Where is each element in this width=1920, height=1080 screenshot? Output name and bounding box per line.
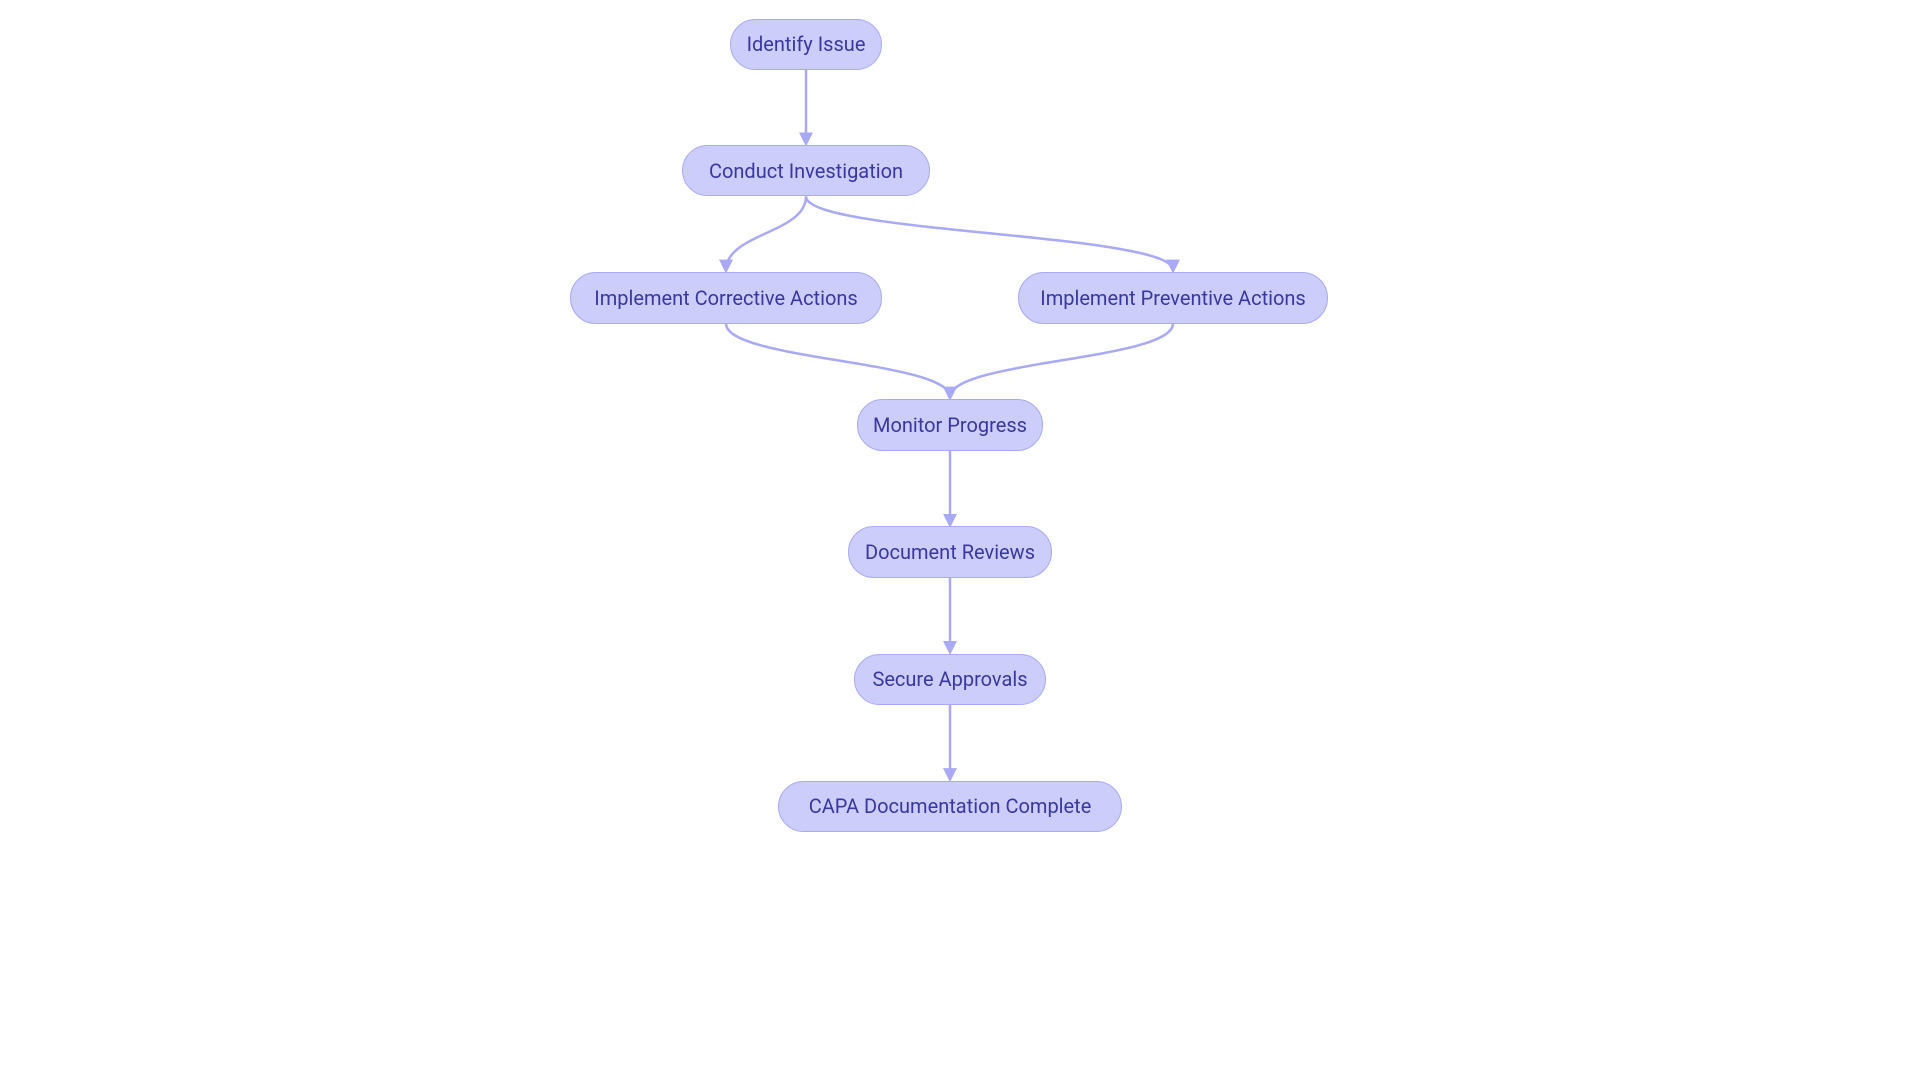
flowchart-node: Identify Issue: [730, 19, 882, 70]
flowchart-node: Monitor Progress: [857, 399, 1043, 450]
flowchart-canvas: Identify Issue Conduct Investigation Imple…: [0, 0, 1920, 1080]
flowchart-edge: [726, 196, 806, 270]
flowchart-edge: [726, 324, 950, 398]
flowchart-node: Secure Approvals: [854, 654, 1046, 705]
flowchart-node: CAPA Documentation Complete: [778, 781, 1122, 832]
flowchart-node: Document Reviews: [848, 526, 1052, 577]
flowchart-node: Implement Preventive Actions: [1018, 272, 1328, 323]
flowchart-edge: [806, 196, 1173, 270]
flowchart-edge: [950, 324, 1173, 398]
flowchart-node: Conduct Investigation: [682, 145, 930, 196]
flowchart-node: Implement Corrective Actions: [570, 272, 882, 323]
